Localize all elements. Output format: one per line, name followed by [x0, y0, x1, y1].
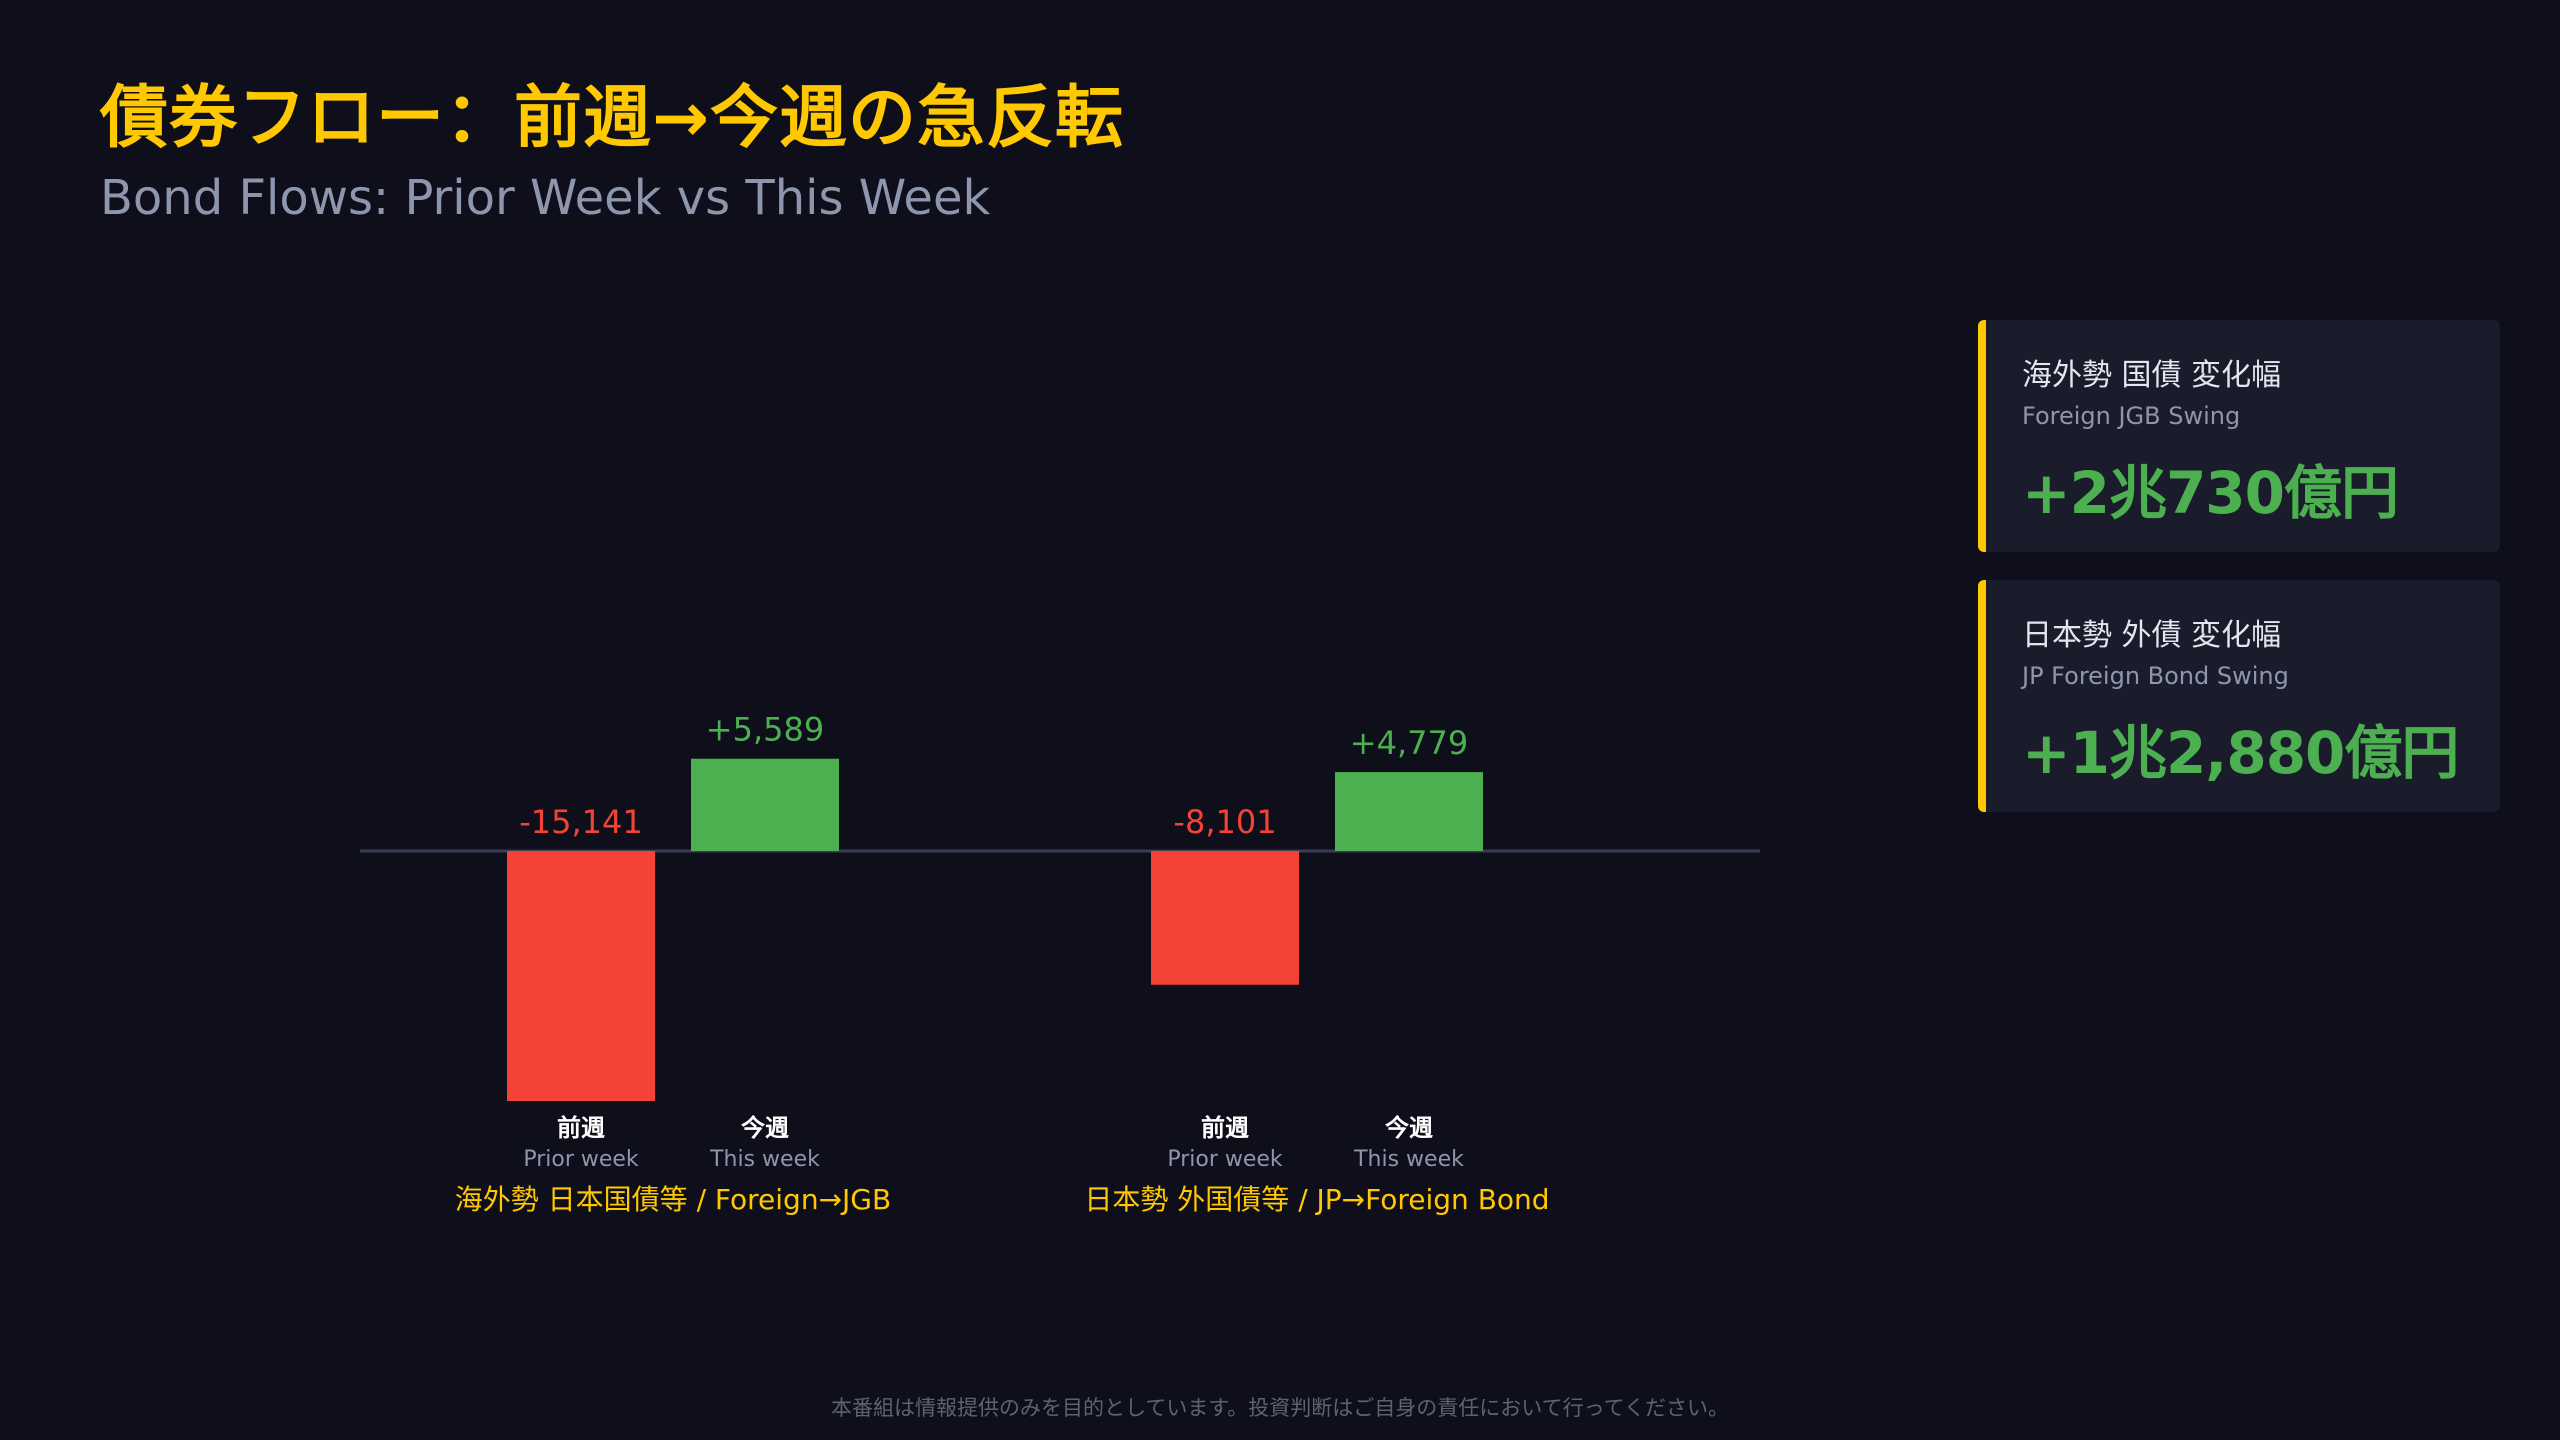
swing-card-jp-foreign-bond: 日本勢 外債 変化幅 JP Foreign Bond Swing +1兆2,88…: [1978, 580, 2500, 812]
card-title: 海外勢 国債 変化幅: [2022, 358, 2282, 393]
card-title: 日本勢 外債 変化幅: [2022, 618, 2282, 653]
bar-value-label: +4,779: [1350, 724, 1468, 762]
bar-category-label-jp: 前週: [557, 1114, 605, 1142]
bar-category-label-en: Prior week: [523, 1147, 639, 1172]
card-subtitle: Foreign JGB Swing: [2022, 402, 2241, 430]
card-value: +2兆730億円: [2022, 459, 2399, 527]
disclaimer: 本番組は情報提供のみを目的としています。投資判断はご自身の責任において行ってくだ…: [831, 1396, 1729, 1420]
page-subtitle: Bond Flows: Prior Week vs This Week: [100, 170, 991, 226]
bar-category-label-en: This week: [709, 1147, 820, 1172]
bar-value-label: -8,101: [1173, 803, 1276, 841]
bar-category-label-en: Prior week: [1167, 1147, 1283, 1172]
bar-this-week: [1335, 772, 1483, 851]
bar-category-label-en: This week: [1353, 1147, 1464, 1172]
bond-flow-chart: -15,141 前週 Prior week +5,589 今週 This week 海外勢 …: [360, 711, 1760, 1216]
swing-card-foreign-jgb: 海外勢 国債 変化幅 Foreign JGB Swing +2兆730億円: [1978, 320, 2500, 552]
page-title: 債券フロー：前週→今週の急反転: [100, 79, 1124, 158]
card-subtitle: JP Foreign Bond Swing: [2022, 662, 2289, 690]
bar-value-label: +5,589: [706, 711, 824, 749]
bar-value-label: -15,141: [519, 803, 643, 841]
group-label: 海外勢 日本国債等 / Foreign→JGB: [455, 1183, 891, 1216]
bar-category-label-jp: 今週: [741, 1114, 789, 1142]
bar-prior-week: [1151, 851, 1299, 985]
bar-this-week: [691, 758, 839, 851]
bar-category-label-jp: 前週: [1201, 1114, 1249, 1142]
card-value: +1兆2,880億円: [2022, 719, 2459, 787]
bar-prior-week: [507, 851, 655, 1101]
group-label: 日本勢 外国債等 / JP→Foreign Bond: [1084, 1183, 1549, 1216]
bar-category-label-jp: 今週: [1385, 1114, 1433, 1142]
